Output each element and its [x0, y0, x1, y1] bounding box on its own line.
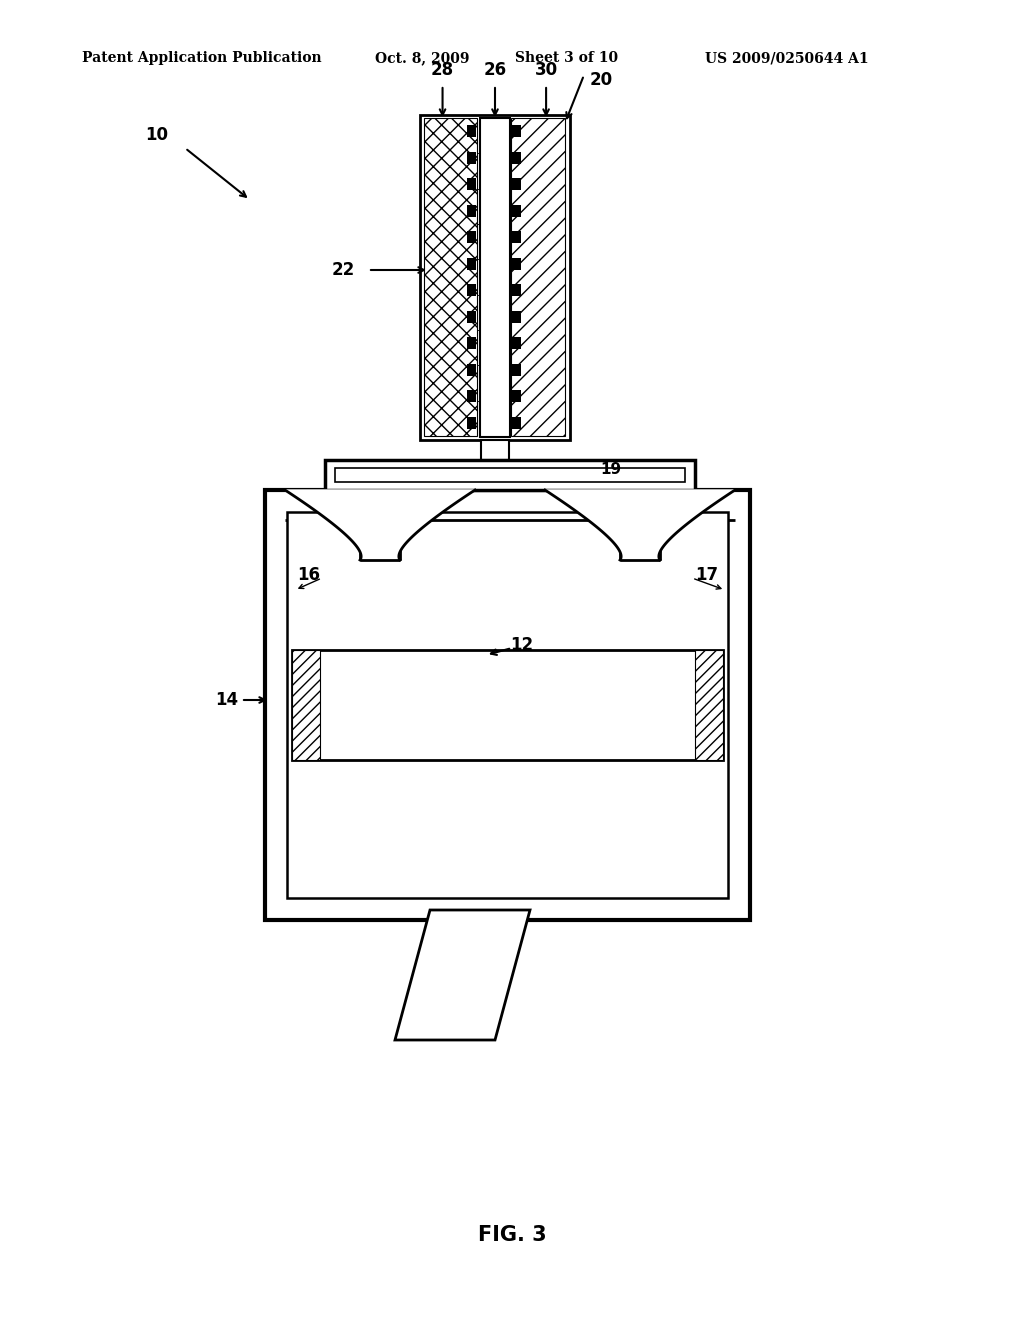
Bar: [467, 417, 476, 429]
Bar: [512, 364, 521, 376]
Bar: [420, 115, 570, 440]
Bar: [424, 117, 477, 436]
Text: 10: 10: [145, 125, 168, 144]
Bar: [467, 284, 476, 296]
Text: 22: 22: [332, 261, 355, 279]
Polygon shape: [285, 490, 475, 560]
Bar: [292, 649, 319, 760]
Text: 19: 19: [600, 462, 622, 478]
Text: 20: 20: [590, 71, 613, 88]
Bar: [325, 459, 695, 490]
Bar: [467, 152, 476, 164]
Text: 28: 28: [431, 61, 454, 79]
Polygon shape: [395, 909, 530, 1040]
Bar: [467, 125, 476, 137]
Bar: [467, 364, 476, 376]
Text: FIG. 3: FIG. 3: [477, 1225, 547, 1245]
Bar: [512, 391, 521, 403]
Bar: [481, 440, 509, 459]
Bar: [292, 649, 723, 760]
Text: 12: 12: [510, 636, 534, 653]
Bar: [512, 152, 521, 164]
Bar: [467, 391, 476, 403]
Text: US 2009/0250644 A1: US 2009/0250644 A1: [705, 51, 868, 65]
Bar: [480, 117, 510, 437]
Text: Oct. 8, 2009: Oct. 8, 2009: [375, 51, 469, 65]
Text: 16: 16: [297, 566, 319, 583]
Bar: [512, 178, 521, 190]
Text: 30: 30: [535, 61, 558, 79]
Bar: [467, 257, 476, 269]
Polygon shape: [545, 490, 735, 560]
Bar: [512, 125, 521, 137]
Bar: [512, 257, 521, 269]
Bar: [265, 490, 750, 920]
Bar: [467, 178, 476, 190]
Bar: [512, 312, 521, 322]
Bar: [512, 231, 521, 243]
Bar: [512, 205, 521, 216]
Text: 17: 17: [695, 566, 718, 583]
Text: Patent Application Publication: Patent Application Publication: [82, 51, 322, 65]
Bar: [467, 205, 476, 216]
Text: 14: 14: [215, 690, 238, 709]
Bar: [287, 512, 728, 898]
Bar: [512, 417, 521, 429]
Bar: [467, 312, 476, 322]
Text: Sheet 3 of 10: Sheet 3 of 10: [515, 51, 618, 65]
Bar: [512, 284, 521, 296]
Bar: [511, 117, 565, 436]
Text: 26: 26: [483, 61, 507, 79]
Bar: [467, 338, 476, 348]
Bar: [335, 469, 685, 482]
Bar: [695, 649, 723, 760]
Bar: [512, 338, 521, 348]
Bar: [467, 231, 476, 243]
